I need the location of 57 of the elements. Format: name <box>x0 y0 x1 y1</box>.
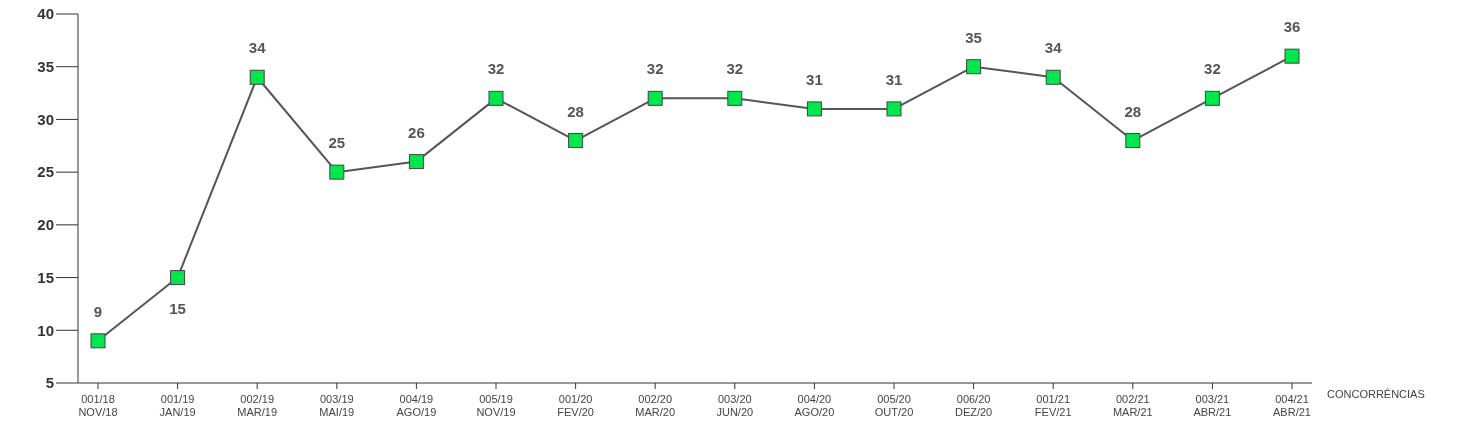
x-tick-label: 004/20 AGO/20 <box>794 393 835 418</box>
x-tick-label: 001/19 JAN/19 <box>159 393 196 418</box>
x-tick-label: 005/19 NOV/19 <box>476 393 516 418</box>
x-tick-label: 002/21 MAR/21 <box>1112 393 1153 418</box>
data-label: 31 <box>885 70 903 88</box>
data-label: 28 <box>1124 102 1142 120</box>
x-tick-label: 004/21 ABR/21 <box>1273 393 1311 418</box>
point <box>727 90 743 106</box>
point <box>1045 69 1061 85</box>
point <box>170 270 186 286</box>
y-tick-label: 25 <box>37 163 54 181</box>
y-tick-label: 30 <box>37 110 54 128</box>
data-label: 32 <box>1204 60 1221 78</box>
point <box>966 59 982 75</box>
x-tick-label: 002/19 MAR/19 <box>237 393 278 418</box>
data-label: 15 <box>169 299 186 317</box>
data-label: 36 <box>1283 18 1301 36</box>
x-tick-label: 003/21 ABR/21 <box>1193 393 1232 418</box>
y-tick-label: 40 <box>37 5 54 23</box>
point <box>329 164 345 180</box>
data-label: 26 <box>408 123 425 141</box>
x-tick-label: 004/19 AGO/19 <box>396 393 437 418</box>
data-label: 32 <box>726 60 744 78</box>
data-label: 31 <box>806 70 823 88</box>
data-label: 32 <box>646 60 664 78</box>
y-tick-label: 35 <box>37 58 54 76</box>
point <box>1204 90 1220 106</box>
point <box>647 90 663 106</box>
point <box>886 101 902 117</box>
point <box>408 154 424 170</box>
data-label: 35 <box>965 28 982 46</box>
x-tick-label: 003/20 JUN/20 <box>716 393 754 418</box>
x-tick-label: 003/19 MAI/19 <box>319 393 355 418</box>
point <box>249 69 265 85</box>
y-tick-label: 10 <box>37 321 54 339</box>
data-label: 28 <box>567 102 584 120</box>
data-label: 34 <box>1044 39 1063 57</box>
data-label: 9 <box>93 302 103 320</box>
point <box>568 133 584 149</box>
point <box>1284 48 1300 64</box>
y-tick-label: 5 <box>45 374 54 392</box>
data-label: 34 <box>248 39 267 57</box>
point <box>90 333 106 349</box>
data-label: 32 <box>487 60 505 78</box>
x-axis-title: CONCORRÊNCIAS <box>1327 387 1425 400</box>
x-tick-label: 002/20 MAR/20 <box>635 393 676 418</box>
x-tick-label: 001/18 NOV/18 <box>78 393 118 418</box>
x-tick-label: 005/20 OUT/20 <box>874 393 914 418</box>
point <box>488 90 504 106</box>
x-tick-label: 001/21 FEV/21 <box>1034 393 1072 418</box>
y-tick-label: 20 <box>37 216 54 234</box>
y-tick-label: 15 <box>37 268 54 286</box>
point <box>1125 133 1141 149</box>
data-label: 25 <box>328 134 346 152</box>
x-tick-label: 001/20 FEV/20 <box>557 393 594 418</box>
x-tick-label: 006/20 DEZ/20 <box>954 393 993 418</box>
point <box>806 101 822 117</box>
